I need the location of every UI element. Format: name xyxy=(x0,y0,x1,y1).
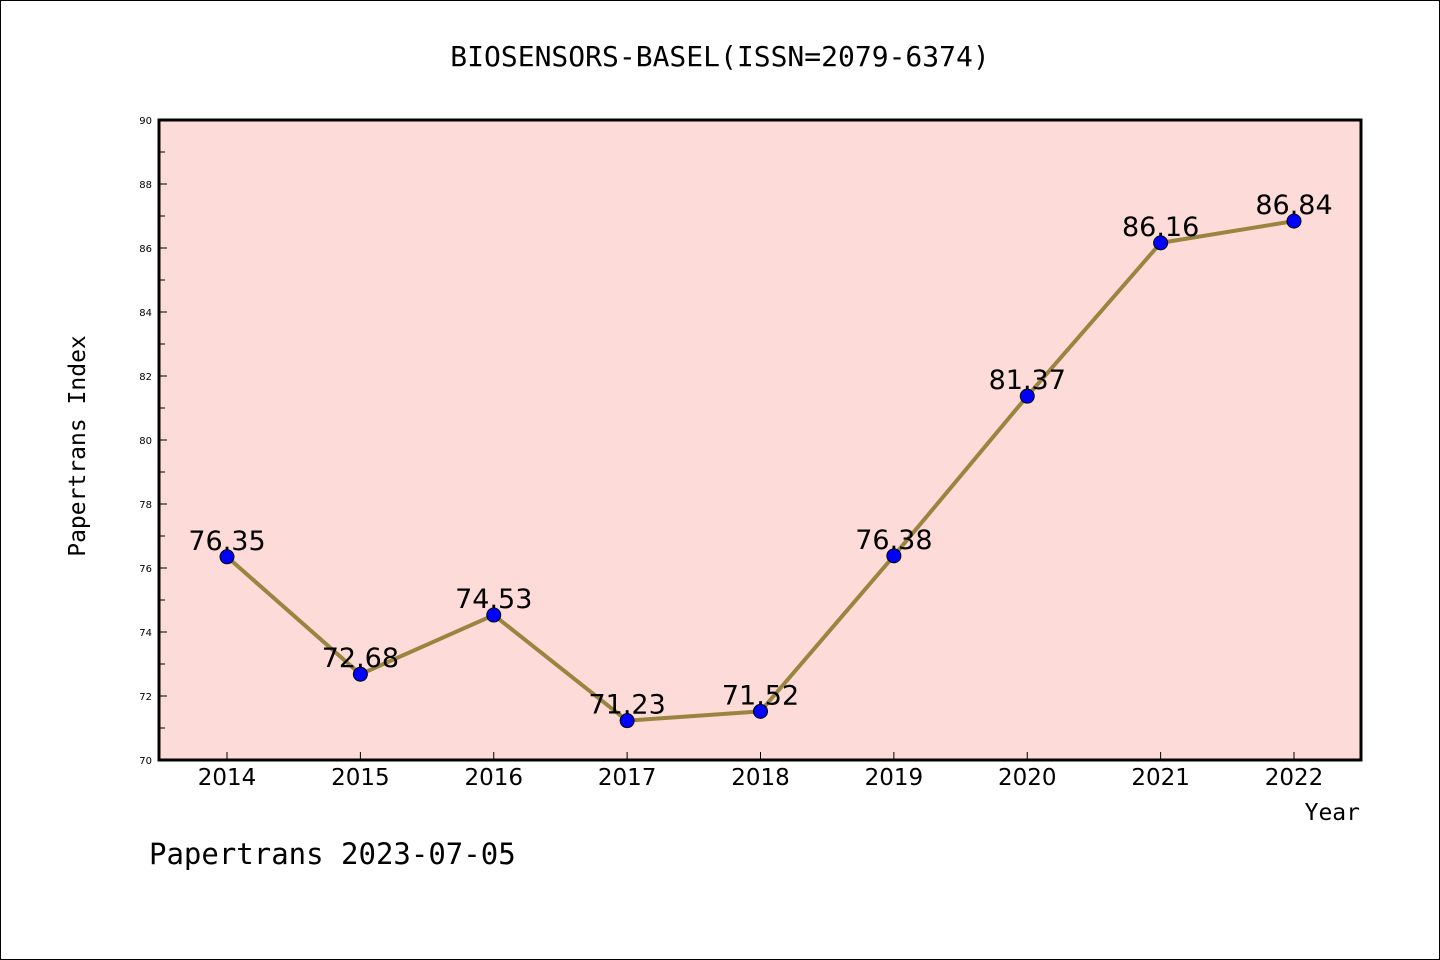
data-label-2019: 76.38 xyxy=(855,525,932,556)
data-point-2015 xyxy=(352,666,368,682)
data-label-2022: 86.84 xyxy=(1255,190,1332,221)
y-tick-label: 84 xyxy=(139,308,152,319)
x-axis-label: Year xyxy=(1305,800,1360,826)
data-labels: 76.35 72.68 74.53 71.23 71.52 76.38 81.37 86.16… xyxy=(188,190,1332,721)
data-label-2018: 71.52 xyxy=(722,680,799,711)
x-axis: 2014 2015 2016 2017 2018 2019 2020 2021 2022 xyxy=(198,752,1324,791)
y-tick-label: 78 xyxy=(139,500,152,511)
chart-title: BIOSENSORS-BASEL(ISSN=2079-6374) xyxy=(450,40,989,73)
y-axis-label: Papertrans Index xyxy=(65,335,91,557)
x-tick-label: 2017 xyxy=(598,765,657,791)
x-tick-label: 2015 xyxy=(331,765,390,791)
x-tick-label: 2019 xyxy=(865,765,924,791)
y-tick-label: 70 xyxy=(139,756,152,767)
y-axis: 70 72 74 76 78 80 82 84 86 88 90 xyxy=(139,116,167,767)
data-point-2018 xyxy=(753,703,768,719)
y-tick-label: 80 xyxy=(139,436,152,447)
data-point-2017 xyxy=(619,713,635,729)
data-label-2014: 76.35 xyxy=(188,526,265,557)
y-tick-label: 72 xyxy=(139,692,152,703)
data-point-2020 xyxy=(1019,388,1035,404)
plot-area xyxy=(157,118,1363,762)
series-papertrans-index xyxy=(219,213,1302,729)
y-tick-label: 74 xyxy=(139,628,152,639)
data-label-2015: 72.68 xyxy=(322,643,399,674)
y-tick-label: 86 xyxy=(139,244,152,255)
data-point-2014 xyxy=(219,549,235,565)
data-point-2021 xyxy=(1153,235,1169,251)
x-tick-label: 2021 xyxy=(1131,765,1190,791)
x-tick-label: 2016 xyxy=(464,765,523,791)
footer-watermark: Papertrans 2023-07-05 xyxy=(149,837,516,871)
x-tick-label: 2022 xyxy=(1265,765,1324,791)
data-label-2021: 86.16 xyxy=(1122,212,1199,243)
y-tick-label: 90 xyxy=(139,116,152,127)
data-label-2020: 81.37 xyxy=(989,365,1066,396)
y-tick-label: 76 xyxy=(139,564,152,575)
data-point-2022 xyxy=(1286,213,1302,229)
x-tick-label: 2018 xyxy=(731,765,790,791)
data-point-2019 xyxy=(886,548,902,564)
data-label-2017: 71.23 xyxy=(588,690,665,721)
data-label-2016: 74.53 xyxy=(455,584,532,615)
x-tick-label: 2014 xyxy=(198,765,257,791)
y-tick-label: 82 xyxy=(139,372,152,383)
x-tick-label: 2020 xyxy=(998,765,1057,791)
data-point-2016 xyxy=(486,607,502,623)
y-tick-label: 88 xyxy=(139,180,152,191)
